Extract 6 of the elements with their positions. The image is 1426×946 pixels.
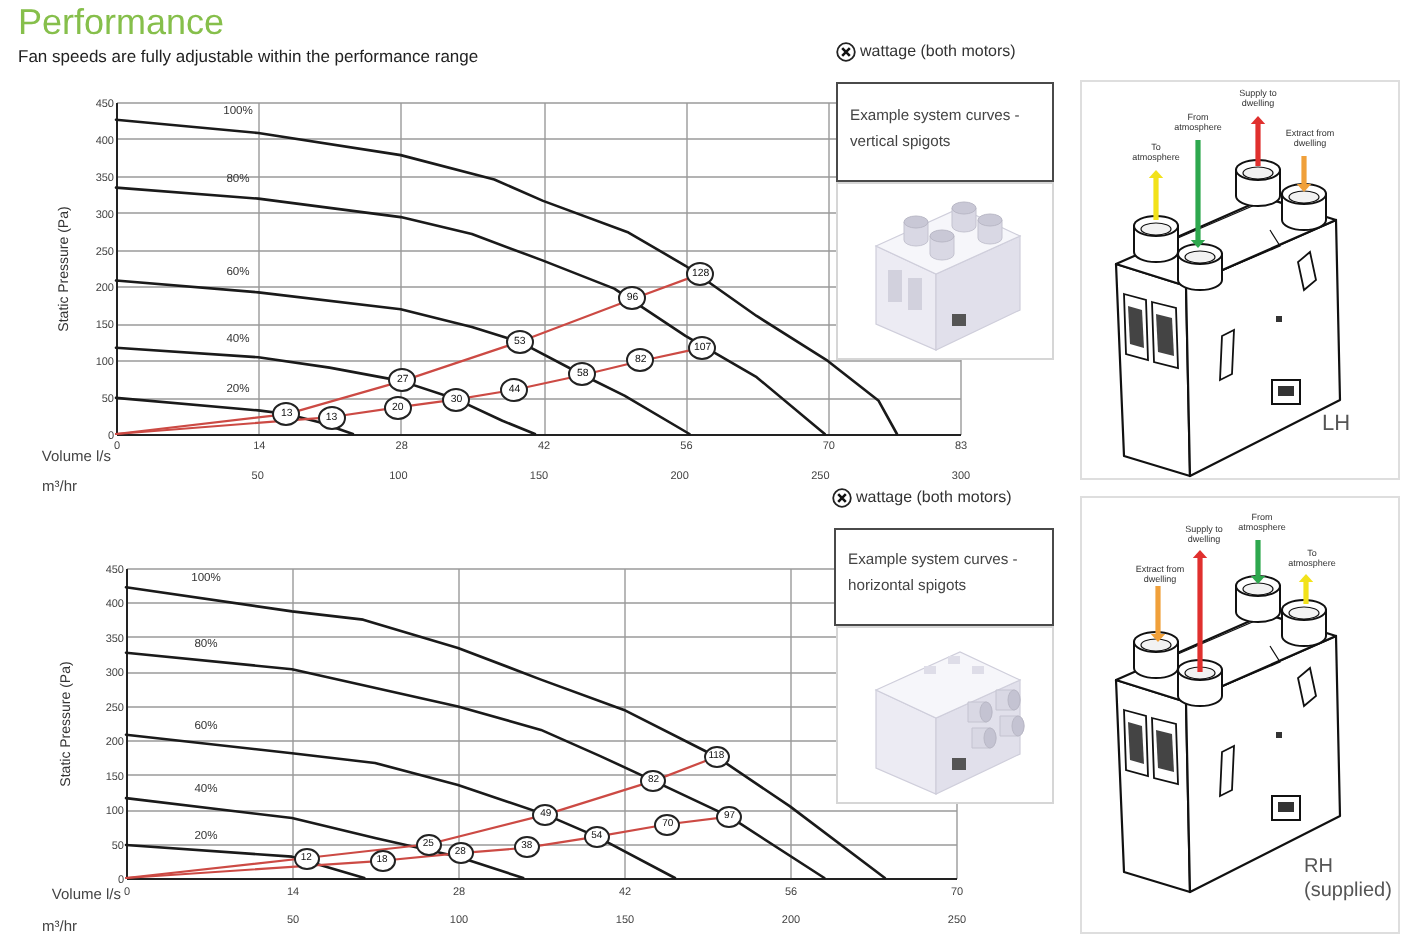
text: RH (supplied) bbox=[1304, 856, 1392, 904]
text: wattage (both motors) bbox=[860, 42, 1016, 61]
chart-subtitle: Fan speeds are fully adjustable within the performance range bbox=[18, 46, 479, 68]
text: wattage (both motors) bbox=[856, 488, 1012, 507]
text: LH bbox=[1322, 412, 1351, 439]
chart-title: Performance bbox=[18, 2, 225, 44]
